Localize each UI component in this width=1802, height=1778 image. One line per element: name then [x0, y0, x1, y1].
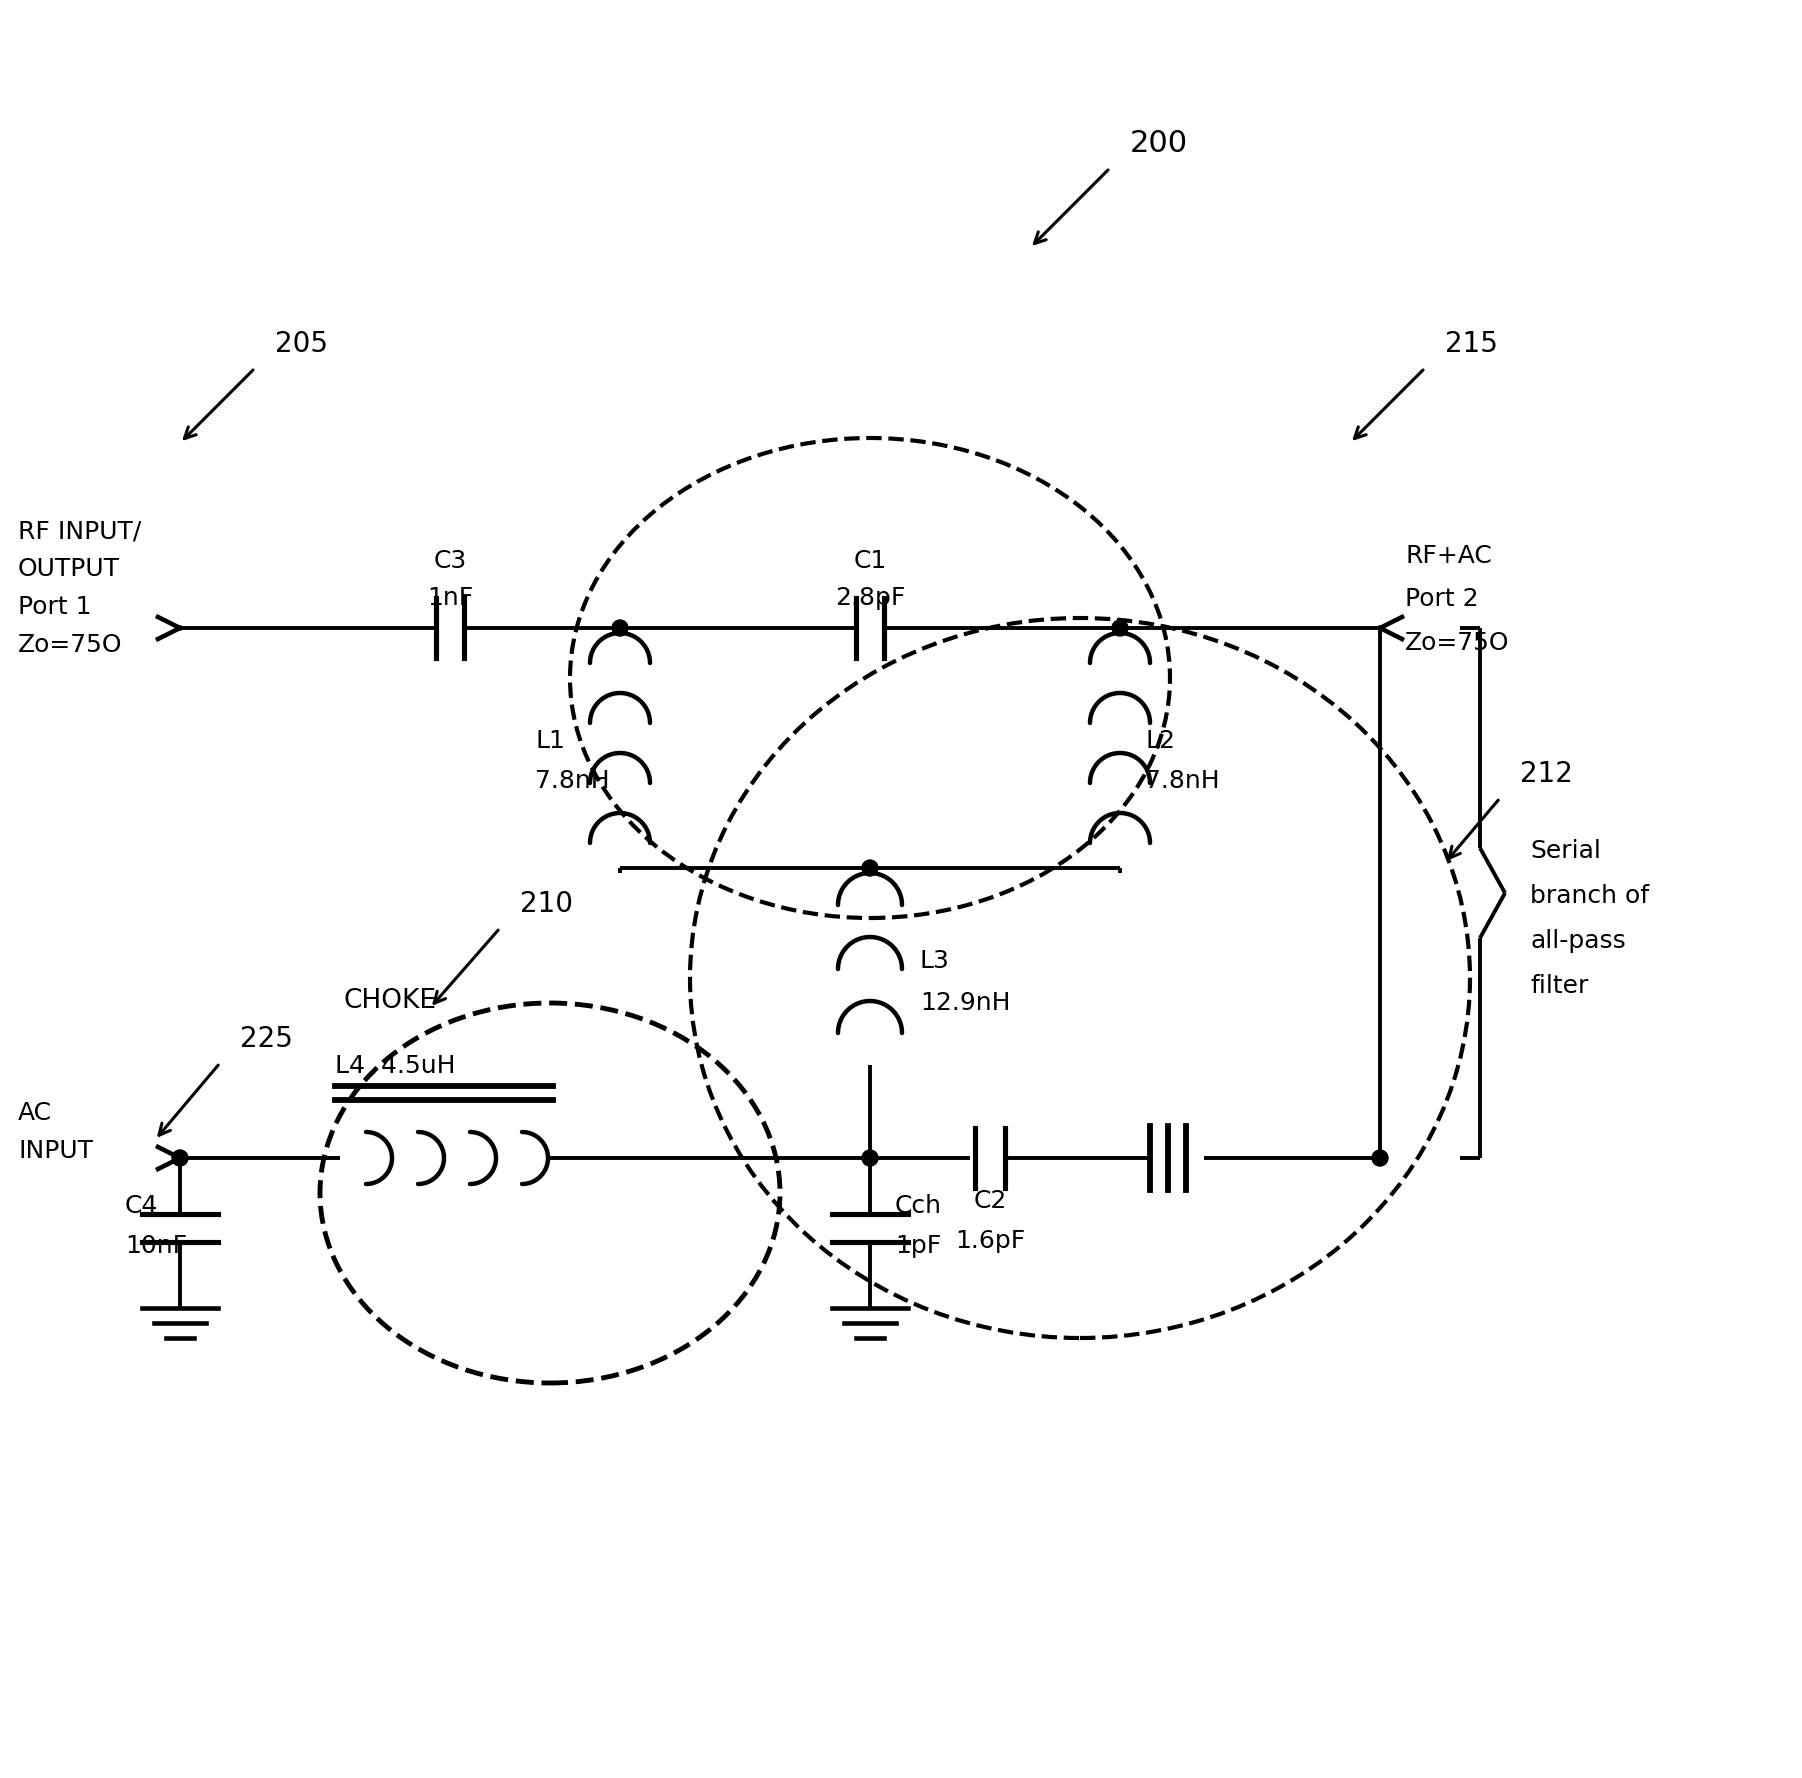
Text: branch of: branch of: [1530, 884, 1649, 909]
Text: L2: L2: [1144, 729, 1175, 754]
Text: 10nF: 10nF: [124, 1234, 187, 1259]
Text: C4: C4: [124, 1195, 159, 1218]
Text: Cch: Cch: [896, 1195, 942, 1218]
Text: INPUT: INPUT: [18, 1140, 94, 1163]
Text: 225: 225: [240, 1024, 294, 1053]
Text: RF+AC: RF+AC: [1406, 544, 1492, 567]
Text: Zo=75O: Zo=75O: [1406, 631, 1510, 654]
Text: 1.6pF: 1.6pF: [955, 1229, 1025, 1253]
Text: 215: 215: [1445, 331, 1497, 357]
Text: L1: L1: [535, 729, 564, 754]
Text: AC: AC: [18, 1101, 52, 1125]
Text: Zo=75O: Zo=75O: [18, 633, 123, 658]
Text: 1nF: 1nF: [427, 587, 474, 610]
Text: 212: 212: [1521, 759, 1573, 788]
Circle shape: [613, 621, 629, 637]
Text: OUTPUT: OUTPUT: [18, 557, 121, 581]
Text: 200: 200: [1130, 130, 1188, 158]
Text: 7.8nH: 7.8nH: [1144, 770, 1220, 793]
Circle shape: [1112, 621, 1128, 637]
Text: RF INPUT/: RF INPUT/: [18, 519, 141, 542]
Text: 2.8pF: 2.8pF: [834, 587, 905, 610]
Circle shape: [1371, 1150, 1388, 1166]
Text: L4  4.5uH: L4 4.5uH: [335, 1054, 456, 1077]
Text: Serial: Serial: [1530, 839, 1600, 862]
Circle shape: [861, 861, 878, 877]
Text: all-pass: all-pass: [1530, 928, 1625, 953]
Text: 210: 210: [521, 891, 573, 917]
Text: Port 1: Port 1: [18, 596, 92, 619]
Text: 7.8nH: 7.8nH: [535, 770, 609, 793]
Text: 205: 205: [276, 331, 328, 357]
Text: L3: L3: [921, 949, 950, 973]
Text: Port 2: Port 2: [1406, 587, 1479, 612]
Text: C3: C3: [432, 549, 467, 573]
Text: filter: filter: [1530, 974, 1588, 997]
Text: C1: C1: [854, 549, 887, 573]
Text: 1pF: 1pF: [896, 1234, 941, 1259]
Text: CHOKE: CHOKE: [344, 989, 436, 1013]
Circle shape: [171, 1150, 187, 1166]
Text: 12.9nH: 12.9nH: [921, 990, 1011, 1015]
Circle shape: [861, 1150, 878, 1166]
Text: C2: C2: [973, 1189, 1007, 1213]
